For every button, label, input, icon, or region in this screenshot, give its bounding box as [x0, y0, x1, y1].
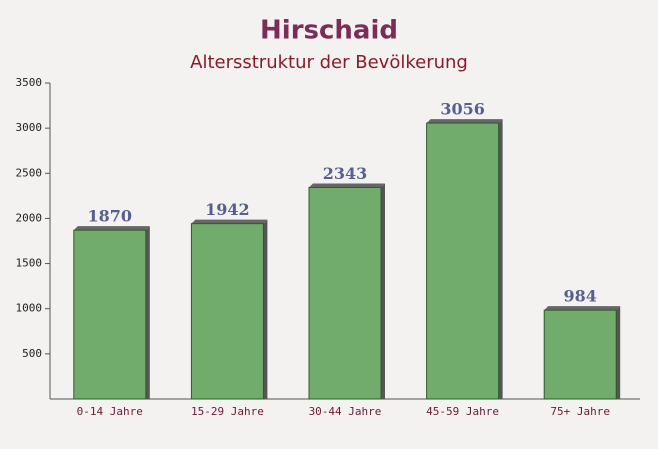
bar-shadow — [498, 119, 503, 400]
value-label: 3056 — [440, 100, 485, 119]
y-tick-label: 3500 — [16, 76, 43, 89]
y-tick-label: 2000 — [16, 211, 43, 224]
x-tick-label: 45-59 Jahre — [426, 405, 499, 418]
value-label: 984 — [563, 287, 596, 306]
bar — [308, 186, 382, 400]
bar-shadow — [616, 306, 621, 399]
chart-subtitle: Altersstruktur der Bevölkerung — [190, 52, 468, 73]
bar — [190, 223, 264, 400]
x-tick-label: 75+ Jahre — [550, 405, 610, 418]
bar-shadow — [263, 219, 268, 399]
x-tick-label: 15-29 Jahre — [191, 405, 264, 418]
bar-shadow — [309, 183, 385, 188]
bar-shadow — [381, 183, 385, 399]
bar-shadow — [73, 226, 150, 231]
value-label: 1870 — [88, 207, 133, 226]
y-tick-label: 2500 — [16, 166, 43, 179]
x-tick-label: 30-44 Jahre — [309, 405, 382, 418]
y-tick-label: 500 — [22, 347, 42, 360]
chart-title: Hirschaid — [260, 16, 398, 46]
bar-shadow — [426, 119, 503, 124]
bar-shadow — [145, 226, 150, 399]
bar — [543, 309, 617, 400]
x-tick-label: 0-14 Jahre — [77, 405, 143, 418]
y-tick-label: 1000 — [16, 302, 43, 315]
y-tick-label: 1500 — [16, 257, 43, 270]
value-label: 2343 — [323, 164, 368, 183]
bar-shadow — [544, 306, 621, 311]
bar-shadow — [191, 219, 268, 224]
bar — [426, 122, 500, 400]
y-tick-label: 3000 — [16, 121, 43, 134]
value-label: 1942 — [205, 200, 250, 219]
bar — [73, 229, 147, 400]
